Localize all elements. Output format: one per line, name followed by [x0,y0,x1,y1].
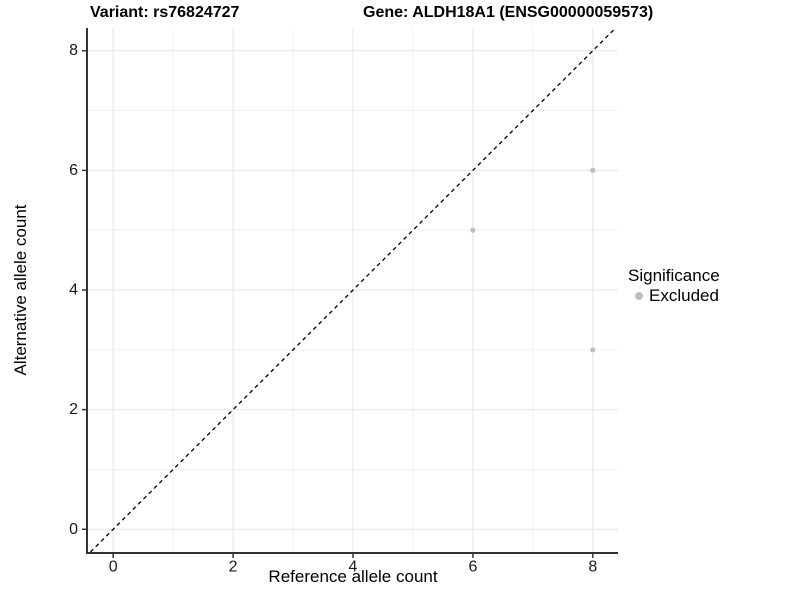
x-tick-label: 2 [229,558,238,575]
identity-dashed-line [89,27,617,553]
legend-item-label: Excluded [649,286,719,305]
legend: Significance Excluded [628,266,720,306]
y-tick-label: 8 [69,42,78,59]
legend-item-excluded: Excluded [628,286,720,306]
x-tick-label: 8 [588,558,597,575]
y-tick-label: 4 [69,282,78,299]
y-tick-label: 0 [69,521,78,538]
x-axis-title: Reference allele count [268,567,438,586]
data-point [590,347,596,353]
data-point [590,167,596,173]
x-tick-label: 4 [349,558,358,575]
gene-title: Gene: ALDH18A1 (ENSG00000059573) [363,4,654,21]
variant-title: Variant: rs76824727 [90,4,240,21]
y-axis-title: Alternative allele count [11,204,30,376]
legend-title: Significance [628,266,720,285]
legend-dot-icon [635,292,643,300]
x-tick-label: 0 [109,558,118,575]
data-point [470,227,476,233]
y-tick-label: 2 [69,401,78,418]
x-tick-label: 6 [468,558,477,575]
y-tick-label: 6 [69,162,78,179]
